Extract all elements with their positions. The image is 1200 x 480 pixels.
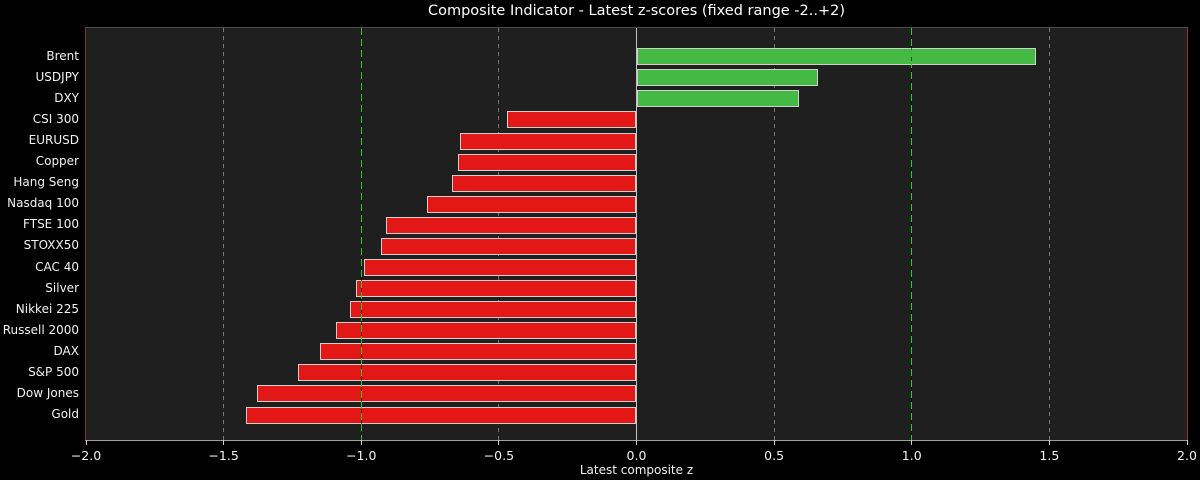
x-tick — [1048, 440, 1050, 445]
chart-title: Composite Indicator - Latest z-scores (f… — [427, 3, 846, 19]
x-tick-label: −0.5 — [483, 448, 515, 463]
bar-silver — [355, 280, 637, 298]
bar-stoxx50 — [380, 237, 637, 255]
x-tick — [636, 440, 637, 445]
y-label-brent: Brent — [46, 48, 79, 63]
bar-copper — [457, 153, 637, 171]
x-axis-ticks: −2.0 −1.5 −1.0 −0.5 0.0 0.5 1.0 1.5 2.0 — [71, 440, 1197, 480]
y-label-ftse-100: FTSE 100 — [23, 217, 79, 232]
y-label-russell-2000: Russell 2000 — [2, 322, 79, 337]
x-tick-label: 2.0 — [1177, 448, 1197, 463]
x-axis-label: Latest composite z — [579, 463, 694, 477]
bar-eurusd — [460, 132, 637, 150]
y-label-nikkei-225: Nikkei 225 — [15, 301, 79, 316]
bar-cac-40 — [364, 259, 637, 276]
x-tick — [1186, 440, 1188, 445]
y-label-csi-300: CSI 300 — [32, 111, 79, 126]
y-label-dax: DAX — [53, 343, 79, 358]
y-axis-labels: Brent USDJPY DXY CSI 300 EURUSD Copper Hang Se… — [0, 27, 79, 439]
x-tick — [223, 440, 225, 445]
bar-nikkei-225 — [350, 301, 637, 319]
bar-s-p-500 — [297, 364, 637, 382]
threshold-line — [911, 28, 913, 440]
y-label-usdjpy: USDJPY — [35, 69, 79, 84]
y-label-dow-jones: Dow Jones — [16, 385, 79, 400]
x-tick — [360, 440, 362, 445]
gridline — [223, 28, 225, 440]
y-label-stoxx50: STOXX50 — [23, 238, 79, 253]
bar-gold — [245, 406, 637, 424]
y-label-gold: Gold — [51, 407, 79, 422]
gridline — [498, 28, 500, 440]
y-label-silver: Silver — [45, 280, 79, 295]
x-tick-label: 0.0 — [626, 448, 647, 463]
x-tick-label: 0.5 — [764, 448, 785, 463]
y-label-copper: Copper — [35, 154, 79, 169]
x-tick-label: 1.0 — [901, 448, 922, 463]
y-label-hang-seng: Hang Seng — [13, 175, 79, 190]
y-label-dxy: DXY — [54, 90, 79, 105]
y-label-s-p-500: S&P 500 — [28, 364, 79, 379]
gridline — [773, 28, 775, 440]
bar-dax — [319, 343, 637, 361]
x-tick — [773, 440, 775, 445]
bar-brent — [636, 48, 1036, 66]
y-label-eurusd: EURUSD — [28, 133, 79, 148]
x-tick-label: 1.5 — [1039, 448, 1060, 463]
plot-area — [85, 27, 1188, 441]
y-label-nasdaq-100: Nasdaq 100 — [7, 196, 79, 211]
bar-nasdaq-100 — [427, 195, 637, 213]
bar-russell-2000 — [336, 322, 637, 340]
bar-usdjpy — [636, 69, 819, 87]
bar-dxy — [636, 90, 799, 108]
y-label-cac-40: CAC 40 — [35, 259, 79, 274]
x-tick — [911, 440, 913, 445]
bar-dow-jones — [256, 385, 637, 403]
x-tick-label: −2.0 — [70, 448, 102, 463]
bar-csi-300 — [507, 111, 637, 129]
zero-line — [636, 28, 637, 440]
x-tick-label: −1.0 — [346, 448, 377, 463]
bar-ftse-100 — [386, 216, 637, 234]
threshold-line — [360, 28, 362, 440]
x-tick-label: −1.5 — [208, 448, 239, 463]
x-tick — [85, 440, 87, 445]
gridline — [1048, 28, 1050, 440]
bar-hang-seng — [452, 174, 637, 192]
x-tick — [498, 440, 500, 445]
